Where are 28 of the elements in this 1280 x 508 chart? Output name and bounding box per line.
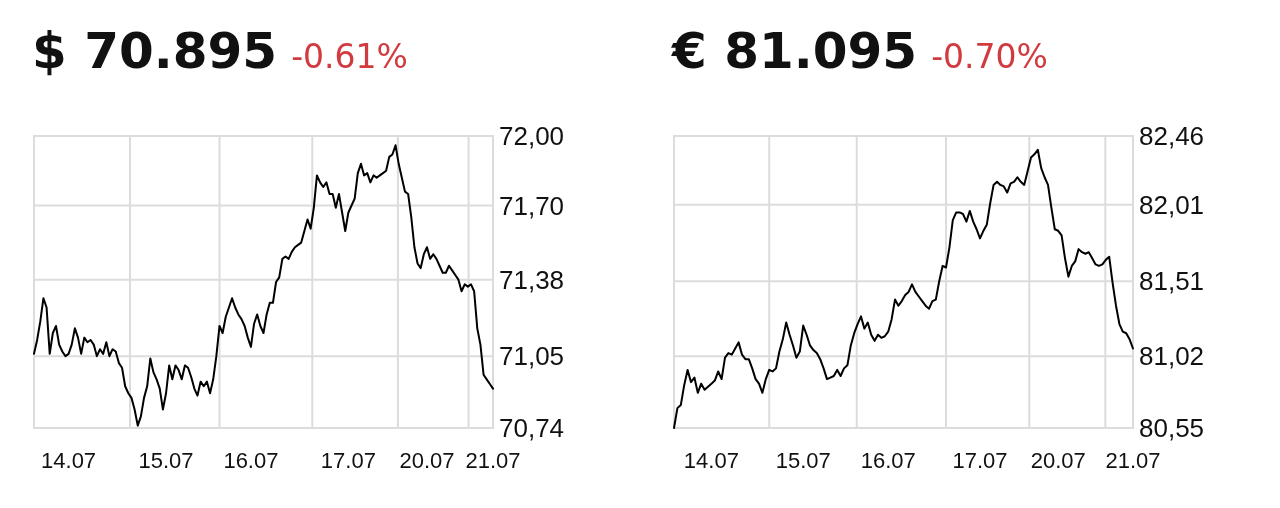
x-tick-label: 14.07 (41, 448, 97, 473)
chart-subtitle: -0.61% (291, 37, 408, 76)
x-tick-label: 16.07 (223, 448, 279, 473)
y-tick-label: 82,46 (1139, 121, 1205, 152)
x-tick-label: 21.07 (1105, 448, 1161, 473)
y-tick-label: 81,02 (1139, 341, 1205, 372)
y-tick-label: 71,70 (499, 190, 565, 221)
y-tick-label: 81,51 (1139, 266, 1205, 297)
x-tick-label: 15.07 (775, 448, 831, 473)
x-tick-label: 16.07 (860, 448, 916, 473)
x-tick-label: 21.07 (465, 448, 521, 473)
x-tick-label: 20.07 (1030, 448, 1086, 473)
y-tick-label: 71,38 (499, 264, 565, 295)
chart-title: € 81.095 (671, 22, 918, 80)
y-tick-label: 82,01 (1139, 189, 1205, 220)
line-series (33, 144, 494, 427)
y-tick-label: 70,74 (499, 413, 565, 444)
x-tick-label: 15.07 (138, 448, 194, 473)
x-tick-label: 20.07 (399, 448, 455, 473)
x-tick-label: 17.07 (952, 448, 1008, 473)
y-tick-label: 71,05 (499, 341, 565, 372)
chart-subtitle: -0.70% (931, 37, 1048, 76)
line-series (673, 148, 1134, 429)
y-tick-label: 80,55 (1139, 413, 1205, 444)
x-tick-label: 17.07 (320, 448, 376, 473)
chart-title: $ 70.895 (32, 22, 278, 80)
x-tick-label: 14.07 (683, 448, 739, 473)
y-tick-label: 72,00 (499, 121, 565, 152)
